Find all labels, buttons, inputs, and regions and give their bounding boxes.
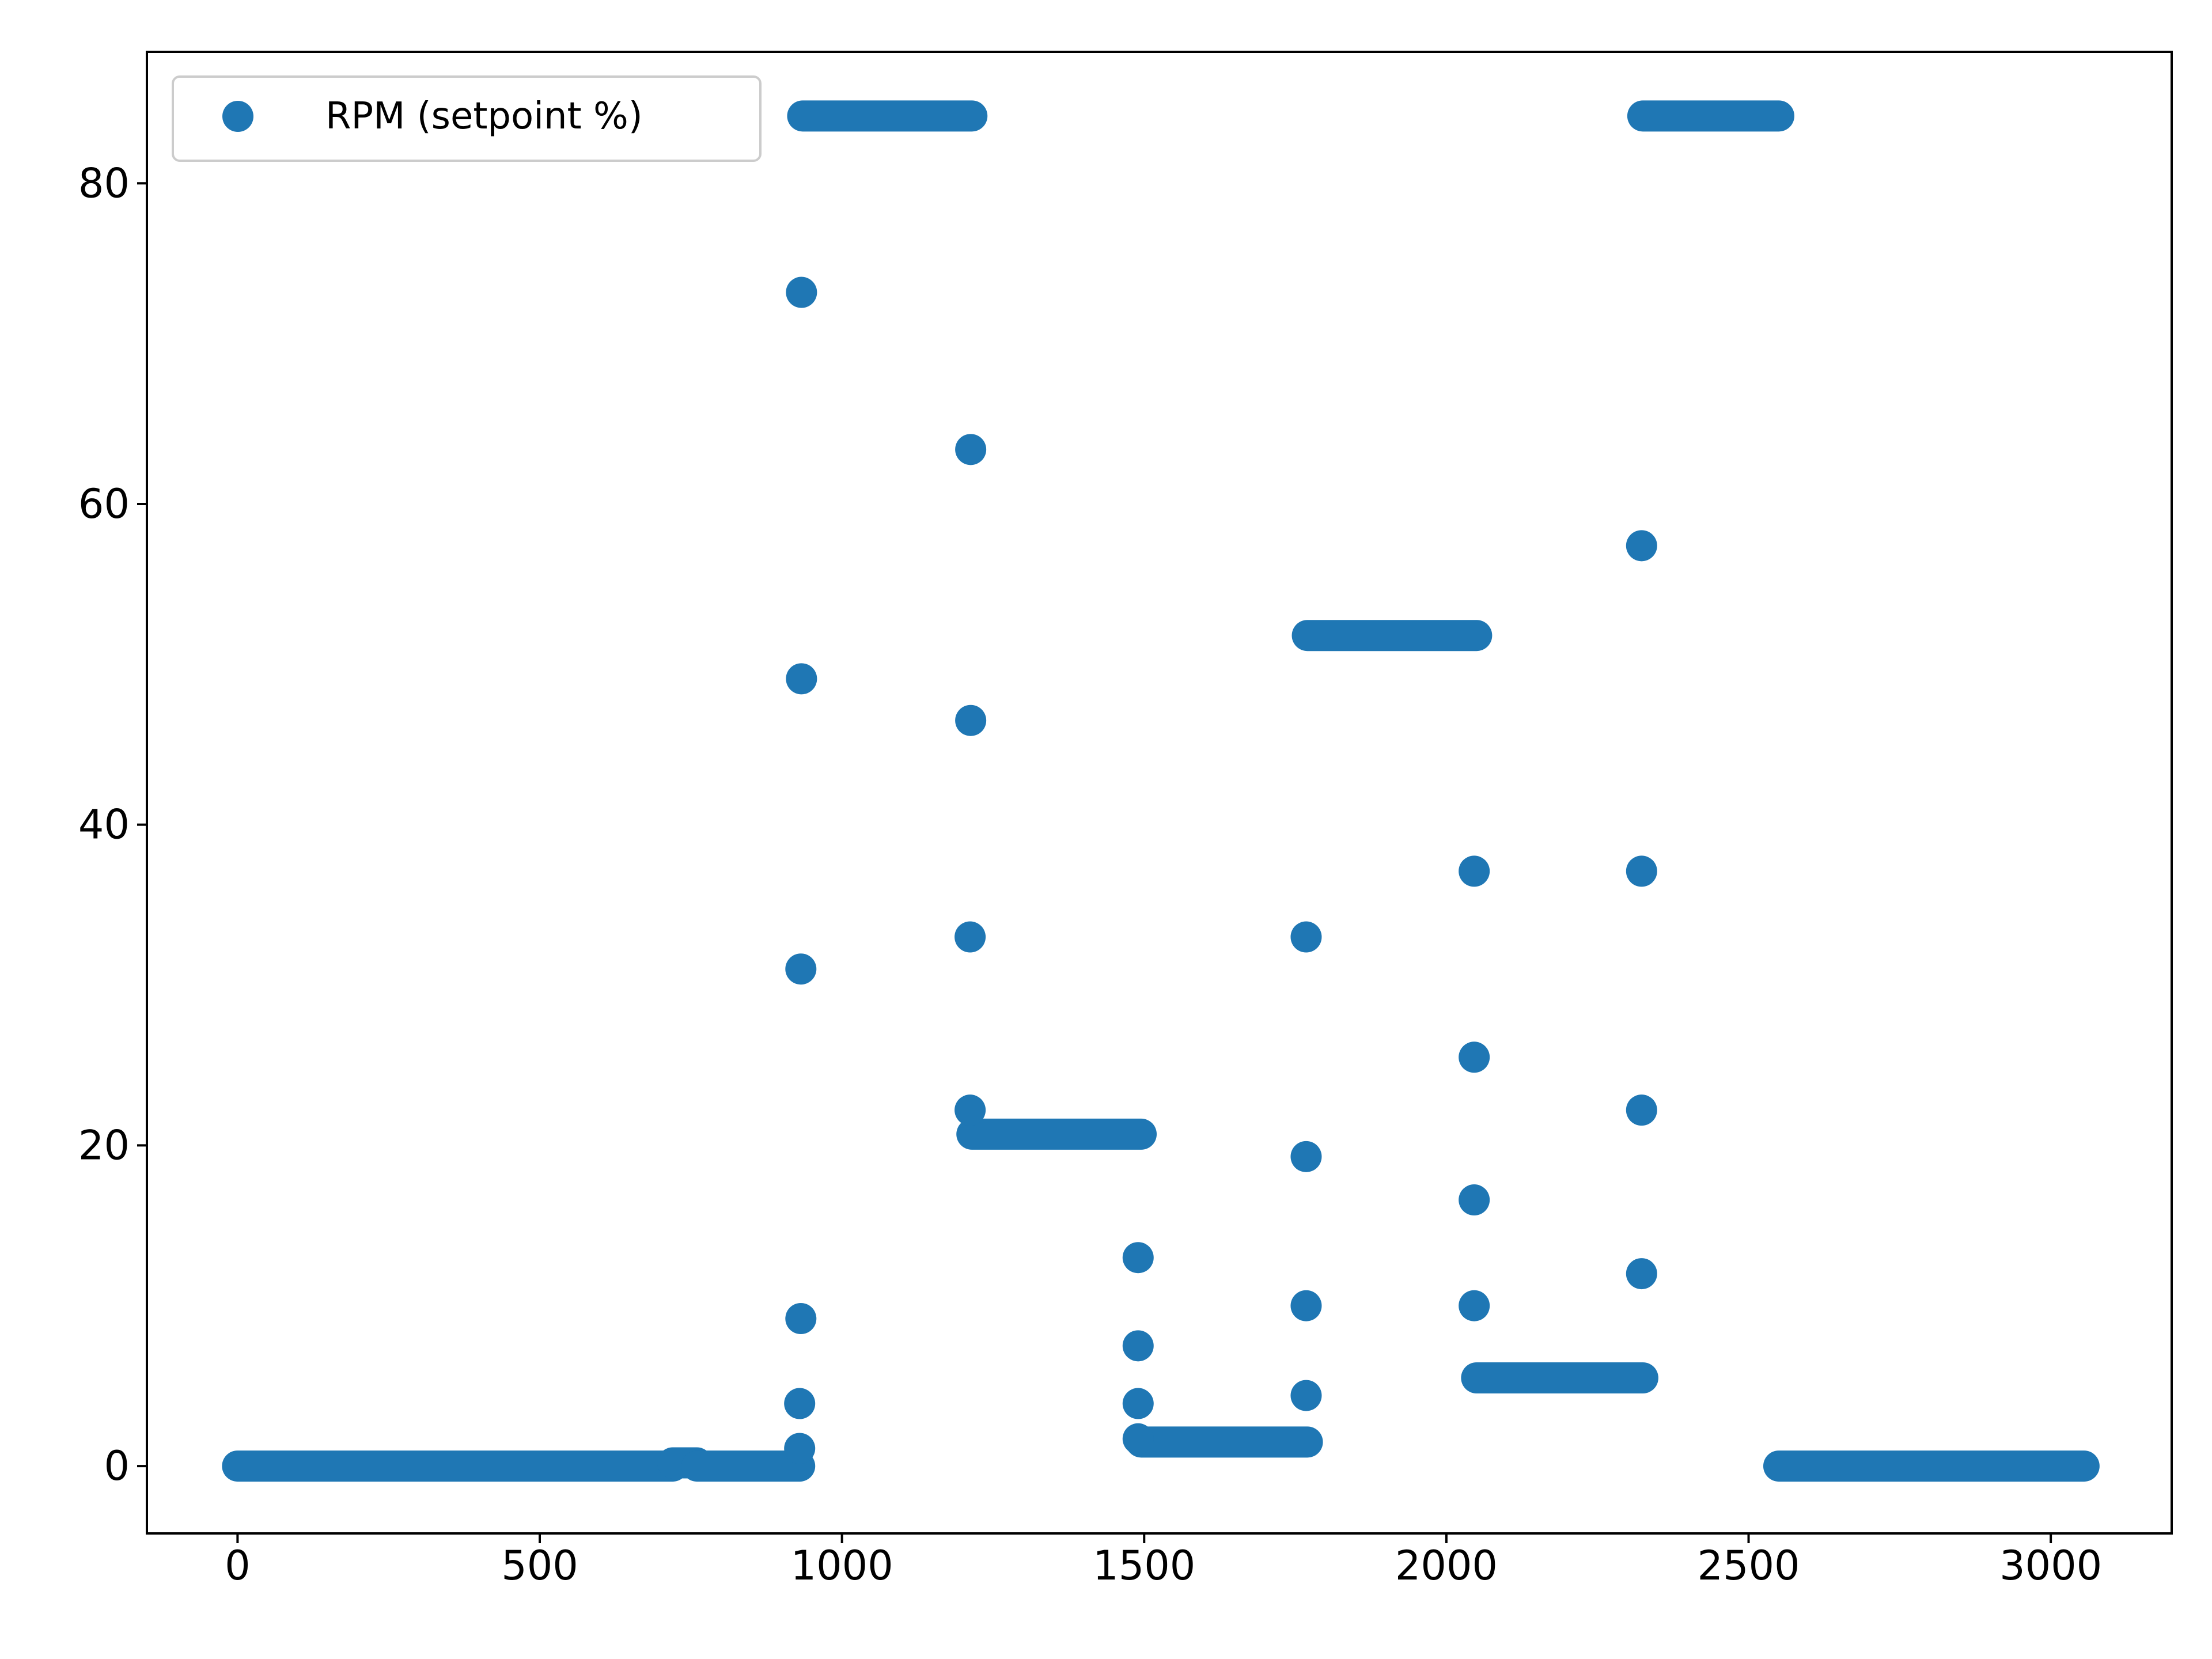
data-point [1626,1094,1657,1126]
y-axis: 0 20 40 60 80 [78,160,147,1490]
data-point [785,953,817,985]
legend-label: RPM (setpoint %) [325,95,643,138]
data-point [1459,1041,1490,1073]
data-point [1626,1258,1657,1290]
data-point [1459,855,1490,887]
y-tick-label: 0 [104,1442,130,1490]
plot-frame [146,51,2173,1535]
data-point [1626,855,1657,887]
data-point [1122,1330,1154,1362]
y-tick-label: 20 [78,1122,130,1169]
legend-box [172,75,762,162]
data-point [955,704,987,736]
data-point [955,921,986,953]
data-point [785,1303,817,1335]
data-point [1290,921,1322,953]
legend: RPM (setpoint %) [172,75,762,162]
data-point [1290,1141,1322,1172]
data-points [222,100,2100,1482]
y-tick-label: 60 [78,480,130,528]
data-point [1459,1184,1490,1216]
data-point [1459,1290,1490,1321]
data-point [1122,1388,1154,1419]
y-tick-label: 40 [78,801,130,849]
data-point [786,276,817,308]
data-point [1122,1242,1154,1274]
legend-marker [222,101,253,132]
x-tick-label: 500 [501,1542,578,1589]
data-point [786,663,817,695]
x-tick-label: 1500 [1093,1542,1195,1589]
data-point [1290,1380,1322,1411]
x-tick-label: 3000 [1999,1542,2102,1589]
x-tick-label: 2000 [1395,1542,1498,1589]
y-tick-label: 80 [78,160,130,207]
data-point [784,1388,816,1419]
x-tick-label: 1000 [791,1542,893,1589]
data-point [955,1094,986,1126]
data-point [1122,1423,1154,1455]
data-point [955,434,987,465]
x-axis: 0 500 1000 1500 2000 2500 3000 [225,1533,2102,1589]
data-point [1626,530,1657,562]
data-point [784,1433,816,1464]
x-tick-label: 2500 [1697,1542,1800,1589]
x-tick-label: 0 [225,1542,251,1589]
data-point [1290,1290,1322,1321]
